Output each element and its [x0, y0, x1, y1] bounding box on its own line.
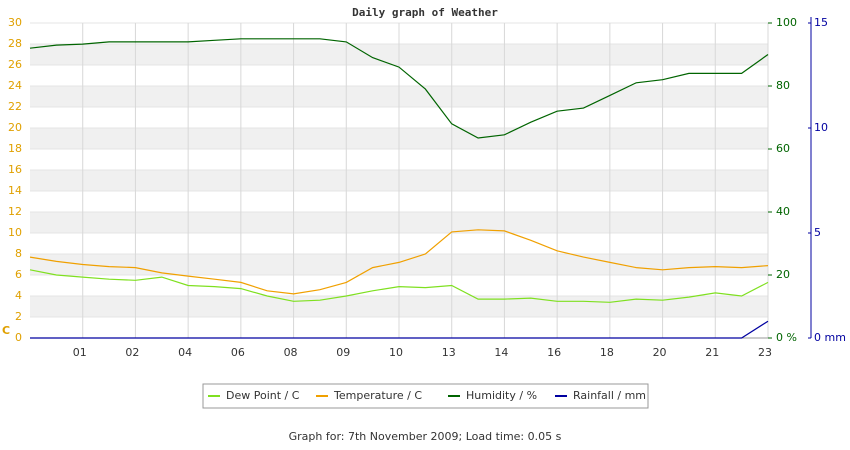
- legend-label: Humidity / %: [466, 389, 537, 402]
- x-tick-label: 01: [73, 346, 87, 359]
- y-axis-label: C: [2, 324, 10, 337]
- x-tick-label: 08: [284, 346, 298, 359]
- x-tick-label: 20: [653, 346, 667, 359]
- footer: Graph for: 7th November 2009; Load time:…: [289, 430, 562, 443]
- legend-label: Dew Point / C: [226, 389, 300, 402]
- x-tick-label: 13: [442, 346, 456, 359]
- series-line: [29, 38, 769, 139]
- y3-tick-label: 5: [814, 226, 821, 239]
- y-tick-label: 14: [8, 184, 22, 197]
- y2-tick-label: 20: [776, 268, 790, 281]
- y-tick-label: 20: [8, 121, 22, 134]
- series-line: [29, 229, 769, 295]
- legend-label: Rainfall / mm: [573, 389, 646, 402]
- y-tick-label: 28: [8, 37, 22, 50]
- x-tick-label: 10: [389, 346, 403, 359]
- y2-tick-label: 60: [776, 142, 790, 155]
- y-tick-label: 0: [15, 331, 22, 344]
- y2-tick-label: 0 %: [776, 331, 797, 344]
- y-tick-label: 24: [8, 79, 22, 92]
- x-tick-label: 18: [600, 346, 614, 359]
- legend-label: Temperature / C: [333, 389, 422, 402]
- y3-tick-label: 15: [814, 16, 828, 29]
- series-line: [29, 269, 769, 303]
- y-tick-label: 12: [8, 205, 22, 218]
- x-tick-label: 16: [547, 346, 561, 359]
- x-tick-label: 14: [494, 346, 508, 359]
- y-tick-label: 2: [15, 310, 22, 323]
- y2-tick-label: 40: [776, 205, 790, 218]
- y-tick-label: 18: [8, 142, 22, 155]
- y3-tick-label: 10: [814, 121, 828, 134]
- y-tick-label: 6: [15, 268, 22, 281]
- x-tick-label: 23: [758, 346, 772, 359]
- y2-tick-label: 80: [776, 79, 790, 92]
- y-tick-label: 10: [8, 226, 22, 239]
- x-tick-label: 06: [231, 346, 245, 359]
- y-tick-label: 8: [15, 247, 22, 260]
- y2-tick-label: 100: [776, 16, 797, 29]
- x-tick-label: 21: [705, 346, 719, 359]
- x-tick-label: 02: [125, 346, 139, 359]
- x-tick-label: 09: [336, 346, 350, 359]
- legend-box: [202, 383, 649, 409]
- y-tick-label: 4: [15, 289, 22, 302]
- series-line: [30, 320, 769, 339]
- y-tick-label: 26: [8, 58, 22, 71]
- chart-title: Daily graph of Weather: [352, 6, 498, 19]
- y-tick-label: 16: [8, 163, 22, 176]
- x-tick-label: 04: [178, 346, 192, 359]
- y-tick-label: 22: [8, 100, 22, 113]
- y3-tick-label: 0 mm: [814, 331, 846, 344]
- y-tick-label: 30: [8, 16, 22, 29]
